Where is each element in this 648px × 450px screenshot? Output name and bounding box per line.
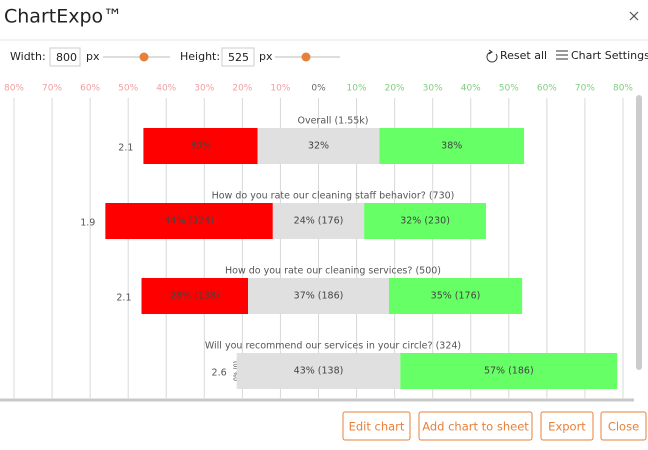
- width-thumb[interactable]: [139, 52, 149, 62]
- segment-label: 43% (138): [294, 366, 344, 377]
- category-label: Will you recommend our services in your …: [205, 341, 461, 352]
- segment-label: 24% (176): [294, 216, 344, 227]
- height-unit: px: [259, 50, 273, 63]
- x-tick-label: 30%: [194, 84, 214, 94]
- x-tick-label: 50%: [118, 84, 138, 94]
- segment-label: 28% (138): [170, 291, 220, 302]
- settings-icon[interactable]: [556, 50, 568, 60]
- score-label: 1.9: [80, 218, 95, 229]
- x-tick-label: 20%: [232, 84, 252, 94]
- x-tick-label: 50%: [499, 84, 519, 94]
- x-tick-label: 30%: [423, 84, 443, 94]
- bar-segment: [388, 278, 523, 314]
- x-tick-label: 60%: [80, 84, 100, 94]
- button-label[interactable]: Edit chart: [349, 420, 405, 434]
- category-label: How do you rate our cleaning services? (…: [225, 266, 441, 277]
- segment-label: 44% (324): [164, 216, 214, 227]
- segment-label: 38%: [441, 141, 462, 152]
- button[interactable]: Export: [540, 411, 594, 441]
- bar-segment: [248, 278, 389, 314]
- segment-label: 32%: [308, 141, 329, 152]
- button-label[interactable]: Add chart to sheet: [422, 420, 529, 434]
- button-bar: Edit chart Add chart to sheet Export Close: [342, 411, 647, 441]
- settings-button[interactable]: Chart Settings: [571, 49, 648, 62]
- bar-segment: [105, 203, 273, 239]
- score-label: 2.1: [116, 293, 131, 304]
- bar-segment: [272, 203, 365, 239]
- width-label: Width:: [10, 50, 46, 63]
- reset-icon[interactable]: [486, 49, 498, 63]
- x-tick-label: 70%: [42, 84, 62, 94]
- bar-segment: [143, 128, 258, 164]
- x-tick-label: 60%: [537, 84, 557, 94]
- bar-segment: [141, 278, 249, 314]
- bar-segment: [257, 128, 380, 164]
- width-unit: px: [86, 50, 100, 63]
- x-tick-label: 0%: [311, 84, 326, 94]
- button-label[interactable]: Close: [608, 420, 639, 434]
- button-frame[interactable]: [418, 411, 533, 441]
- height-input[interactable]: [221, 47, 255, 67]
- close-icon[interactable]: [629, 11, 639, 21]
- chart: 80% 70% 60% 50% 40% 30% 20% 10% 0% 10% 20% 30% 40% 50…: [4, 84, 633, 398]
- segment-label: 57% (186): [484, 366, 534, 377]
- width-input[interactable]: [49, 47, 81, 67]
- segment-label: 32% (230): [400, 216, 450, 227]
- segment-label: 30%: [190, 141, 211, 152]
- bar-segment: [379, 128, 525, 164]
- category-label: How do you rate our cleaning staff behav…: [212, 191, 455, 202]
- segment-label: 35% (176): [431, 291, 481, 302]
- button-frame[interactable]: [342, 411, 411, 441]
- score-label: 2.1: [118, 143, 133, 154]
- x-tick-label: 80%: [4, 84, 24, 94]
- x-tick-label: 70%: [575, 84, 595, 94]
- x-tick-label: 10%: [347, 84, 367, 94]
- bar-segment: [364, 203, 486, 239]
- height-thumb[interactable]: [301, 52, 311, 62]
- width-value: 800: [56, 51, 77, 64]
- button[interactable]: Edit chart: [342, 411, 411, 441]
- button-frame[interactable]: [540, 411, 594, 441]
- bar-segment: [400, 353, 618, 389]
- button-frame[interactable]: [600, 411, 647, 441]
- button[interactable]: Add chart to sheet: [418, 411, 533, 441]
- reset-button[interactable]: Reset all: [500, 49, 547, 62]
- dialog-title: ChartExpo™: [4, 6, 122, 28]
- segment-label: 37% (186): [294, 291, 344, 302]
- x-tick-label: 20%: [385, 84, 405, 94]
- x-tick-label: 10%: [270, 84, 290, 94]
- x-tick-label: 40%: [461, 84, 481, 94]
- height-label: Height:: [180, 50, 220, 63]
- button-label[interactable]: Export: [548, 420, 586, 434]
- category-label: Overall (1.55k): [297, 116, 368, 127]
- x-tick-label: 40%: [156, 84, 176, 94]
- v-scrollbar[interactable]: [636, 95, 642, 370]
- height-value: 525: [228, 51, 249, 64]
- score-label: 2.6: [212, 368, 227, 379]
- bar-segment: [236, 353, 401, 389]
- x-tick-label: 80%: [613, 84, 633, 94]
- button[interactable]: Close: [600, 411, 647, 441]
